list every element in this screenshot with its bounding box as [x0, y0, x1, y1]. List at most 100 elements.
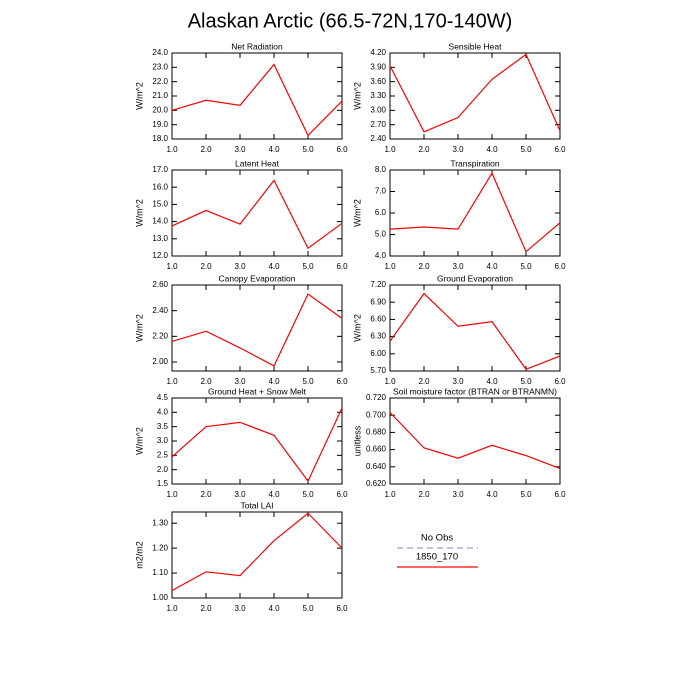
panel-title: Ground Evaporation — [437, 273, 513, 283]
y-tick-label: 1.30 — [152, 518, 168, 527]
panel-title: Ground Heat + Snow Melt — [208, 386, 307, 396]
panel-title: Latent Heat — [235, 158, 280, 168]
x-tick-label: 1.0 — [166, 490, 178, 499]
y-tick-label: 1.00 — [152, 593, 168, 602]
x-tick-label: 2.0 — [200, 262, 212, 271]
x-tick-label: 3.0 — [234, 145, 246, 154]
data-line — [171, 407, 343, 483]
x-tick-label: 1.0 — [166, 377, 178, 386]
y-tick-label: 6.60 — [370, 315, 386, 324]
y-tick-label: 0.620 — [366, 479, 387, 488]
y-axis-label: W/m^2 — [134, 199, 144, 227]
y-tick-label: 6.90 — [370, 297, 386, 306]
y-tick-label: 0.640 — [366, 462, 387, 471]
y-tick-label: 2.70 — [370, 120, 386, 129]
y-axis-label: W/m^2 — [134, 82, 144, 110]
data-line — [389, 171, 561, 253]
plot-frame — [171, 284, 343, 372]
y-tick-label: 2.5 — [157, 450, 169, 459]
x-tick-label: 5.0 — [302, 604, 314, 613]
y-tick-label: 13.0 — [152, 234, 168, 243]
legend-label: 1850_170 — [416, 552, 458, 563]
x-tick-label: 2.0 — [418, 377, 430, 386]
data-line — [171, 293, 343, 367]
x-tick-label: 5.0 — [520, 145, 532, 154]
y-tick-label: 3.00 — [370, 105, 386, 114]
y-tick-label: 5.70 — [370, 366, 386, 375]
x-tick-label: 6.0 — [336, 145, 348, 154]
y-tick-label: 6.30 — [370, 332, 386, 341]
y-tick-label: 21.0 — [152, 91, 168, 100]
x-tick-label: 6.0 — [554, 377, 566, 386]
y-tick-label: 7.0 — [375, 187, 387, 196]
data-line — [171, 179, 343, 250]
y-tick-label: 3.5 — [157, 422, 169, 431]
plot-frame — [389, 397, 561, 485]
x-tick-label: 5.0 — [302, 262, 314, 271]
x-tick-label: 2.0 — [200, 145, 212, 154]
x-tick-label: 5.0 — [520, 262, 532, 271]
y-axis-label: unitless — [352, 425, 362, 456]
y-tick-label: 15.0 — [152, 200, 168, 209]
x-tick-label: 4.0 — [486, 377, 498, 386]
y-tick-label: 3.30 — [370, 91, 386, 100]
x-tick-label: 6.0 — [554, 145, 566, 154]
y-tick-label: 2.60 — [152, 280, 168, 289]
y-tick-label: 4.20 — [370, 48, 386, 57]
y-tick-label: 12.0 — [152, 251, 168, 260]
x-tick-label: 3.0 — [452, 262, 464, 271]
y-tick-label: 19.0 — [152, 120, 168, 129]
plot-frame — [171, 511, 343, 599]
y-tick-label: 18.0 — [152, 134, 168, 143]
y-tick-label: 8.0 — [375, 165, 387, 174]
y-tick-label: 6.00 — [370, 349, 386, 358]
y-tick-label: 0.660 — [366, 445, 387, 454]
x-tick-label: 3.0 — [452, 490, 464, 499]
y-tick-label: 1.5 — [157, 479, 169, 488]
x-tick-label: 4.0 — [268, 262, 280, 271]
x-tick-label: 2.0 — [418, 145, 430, 154]
x-tick-label: 6.0 — [336, 262, 348, 271]
data-line — [171, 63, 343, 137]
plot-frame — [171, 169, 343, 257]
data-line — [171, 512, 343, 592]
panel-title: Transpiration — [450, 158, 500, 168]
x-tick-label: 4.0 — [486, 490, 498, 499]
y-axis-label: W/m^2 — [352, 199, 362, 227]
x-tick-label: 4.0 — [268, 145, 280, 154]
x-tick-label: 6.0 — [336, 490, 348, 499]
x-tick-label: 6.0 — [336, 377, 348, 386]
x-tick-label: 2.0 — [200, 377, 212, 386]
y-tick-label: 3.60 — [370, 77, 386, 86]
x-tick-label: 1.0 — [166, 262, 178, 271]
x-tick-label: 3.0 — [452, 145, 464, 154]
y-tick-label: 1.20 — [152, 543, 168, 552]
x-tick-label: 5.0 — [520, 490, 532, 499]
x-tick-label: 1.0 — [166, 145, 178, 154]
y-axis-label: W/m^2 — [352, 82, 362, 110]
x-tick-label: 6.0 — [554, 262, 566, 271]
y-tick-label: 23.0 — [152, 62, 168, 71]
x-tick-label: 3.0 — [234, 490, 246, 499]
x-tick-label: 6.0 — [554, 490, 566, 499]
x-tick-label: 5.0 — [302, 490, 314, 499]
x-tick-label: 5.0 — [302, 145, 314, 154]
x-tick-label: 1.0 — [384, 377, 396, 386]
panel-title: Sensible Heat — [449, 41, 503, 51]
legend-label: No Obs — [421, 533, 453, 544]
x-tick-label: 4.0 — [268, 490, 280, 499]
panel-title: Soil moisture factor (BTRAN or BTRANMN) — [393, 386, 557, 396]
y-tick-label: 22.0 — [152, 77, 168, 86]
y-axis-label: m2/m2 — [134, 541, 144, 569]
y-tick-label: 2.00 — [152, 357, 168, 366]
y-tick-label: 5.0 — [375, 230, 387, 239]
y-axis-label: W/m^2 — [134, 427, 144, 455]
x-tick-label: 5.0 — [302, 377, 314, 386]
y-tick-label: 1.10 — [152, 568, 168, 577]
y-tick-label: 4.5 — [157, 393, 169, 402]
panel-title: Canopy Evaporation — [218, 273, 295, 283]
x-tick-label: 4.0 — [486, 145, 498, 154]
y-tick-label: 16.0 — [152, 182, 168, 191]
x-tick-label: 6.0 — [336, 604, 348, 613]
